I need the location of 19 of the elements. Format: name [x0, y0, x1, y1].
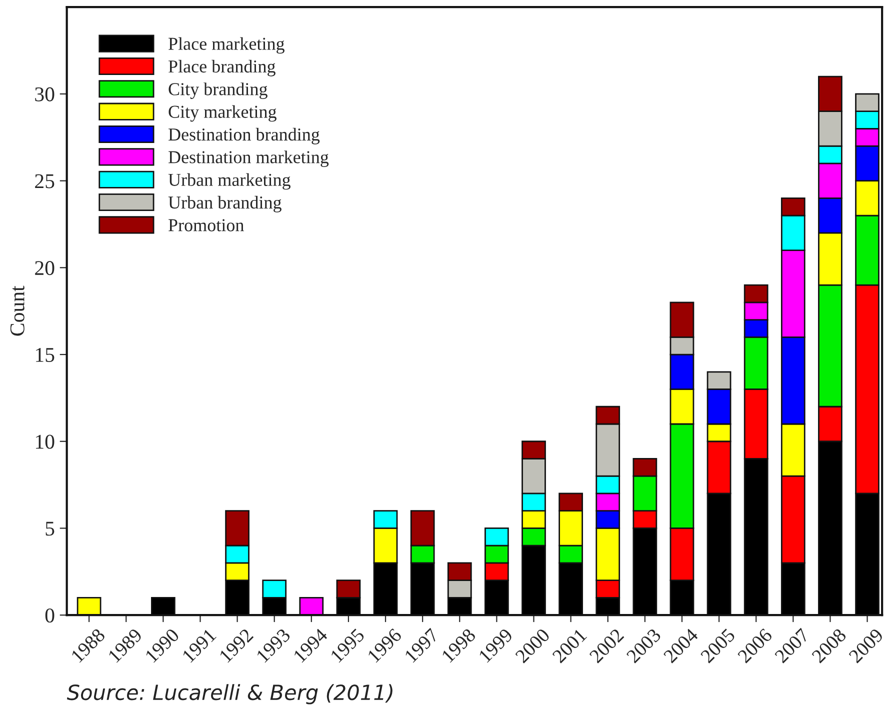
x-tick-label: 1991 [182, 628, 217, 663]
legend-label: Urban marketing [168, 173, 290, 190]
y-tick-label: 20 [35, 261, 54, 276]
legend-label: City marketing [168, 105, 276, 122]
y-axis-title: Count [10, 286, 24, 336]
y-tick-label: 10 [36, 434, 54, 449]
legend-label: City branding [168, 82, 268, 99]
y-tick-label: 25 [35, 174, 54, 188]
legend-label: Place branding [168, 60, 276, 76]
legend-label: Promotion [168, 219, 244, 232]
legend-label: Destination marketing [168, 150, 329, 168]
y-tick-label: 0 [45, 608, 54, 623]
source-note: Source: Lucarelli & Berg (2011) [66, 684, 392, 704]
y-tick-label: 5 [46, 522, 54, 536]
legend-label: Urban branding [168, 196, 282, 212]
y-tick-label: 15 [36, 348, 54, 362]
y-tick-label: 30 [35, 87, 54, 102]
legend-label: Destination branding [168, 128, 320, 144]
legend-label: Place marketing [168, 37, 284, 54]
